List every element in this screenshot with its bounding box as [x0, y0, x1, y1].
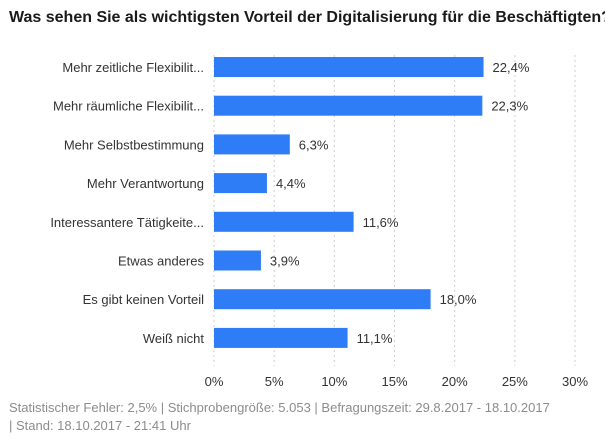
x-tick-label: 0%	[205, 374, 224, 389]
category-label: Es gibt keinen Vorteil	[83, 292, 205, 307]
category-label: Weiß nicht	[143, 331, 205, 346]
bar[interactable]	[214, 289, 431, 310]
category-label: Mehr Selbstbestimmung	[64, 137, 204, 152]
category-label: Mehr Verantwortung	[87, 176, 204, 191]
footer-line-2: | Stand: 18.10.2017 - 21:41 Uhr	[9, 418, 191, 433]
category-label: Mehr räumliche Flexibilit...	[53, 99, 204, 114]
bar[interactable]	[214, 134, 290, 155]
bar[interactable]	[214, 57, 484, 77]
value-label: 11,1%	[357, 331, 393, 346]
bars	[214, 57, 484, 348]
chart-footer: Statistischer Fehler: 2,5% | Stichproben…	[9, 399, 599, 435]
value-label: 22,3%	[491, 99, 528, 114]
bar[interactable]	[214, 250, 261, 271]
x-tick-label: 30%	[562, 374, 588, 389]
x-tick-label: 10%	[321, 374, 347, 389]
bar-chart: Mehr zeitliche Flexibilit... Mehr räumlic…	[50, 55, 589, 389]
value-label: 18,0%	[440, 292, 477, 307]
x-axis-tick-labels: 0% 5% 10% 15% 20% 25% 30%	[205, 374, 589, 389]
bar[interactable]	[214, 95, 483, 116]
footer-line-1: Statistischer Fehler: 2,5% | Stichproben…	[9, 400, 550, 415]
bar[interactable]	[214, 173, 267, 194]
value-label: 4,4%	[276, 176, 306, 191]
value-label: 3,9%	[270, 254, 300, 269]
x-tick-label: 15%	[381, 374, 407, 389]
chart-title: Was sehen Sie als wichtigsten Vorteil de…	[9, 9, 605, 26]
bar[interactable]	[214, 327, 348, 348]
x-tick-label: 20%	[442, 374, 468, 389]
bar[interactable]	[214, 211, 354, 232]
x-tick-label: 5%	[265, 374, 284, 389]
category-label: Etwas anderes	[118, 254, 204, 269]
value-label: 22,4%	[493, 60, 530, 75]
value-label: 11,6%	[363, 215, 399, 230]
value-labels: 22,4% 22,3% 6,3% 4,4% 11,6% 3,9% 18,0% 11,1%	[270, 60, 530, 346]
x-tick-label: 25%	[502, 374, 528, 389]
value-label: 6,3%	[299, 137, 329, 152]
category-label: Interessantere Tätigkeite...	[50, 215, 204, 230]
category-labels: Mehr zeitliche Flexibilit... Mehr räumlic…	[50, 60, 204, 346]
category-label: Mehr zeitliche Flexibilit...	[62, 60, 204, 75]
